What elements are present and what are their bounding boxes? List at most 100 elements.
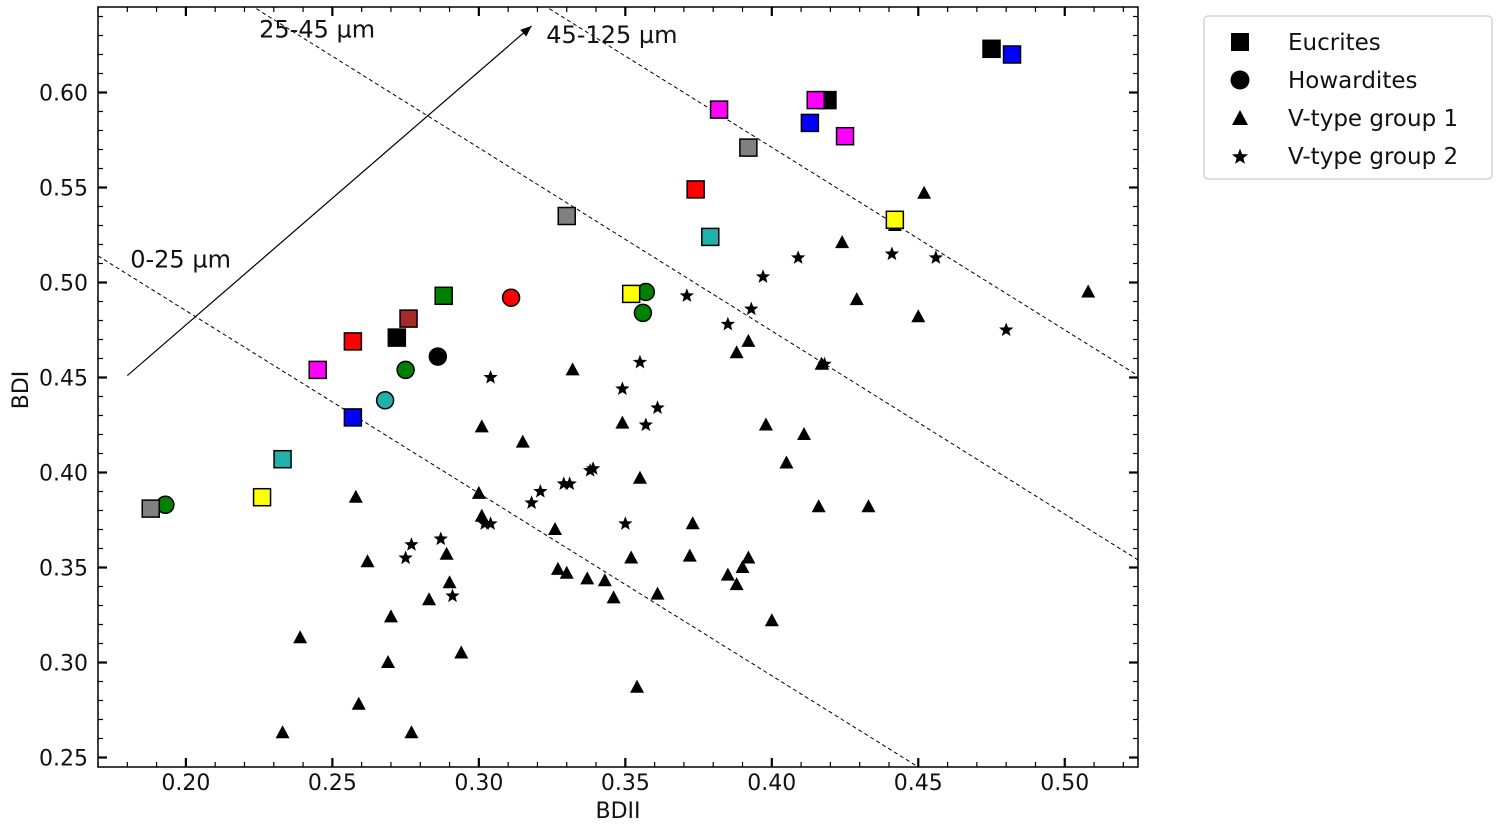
vtype-group1-point bbox=[797, 427, 812, 440]
vtype-group1-point bbox=[741, 550, 756, 564]
y-tick-label: 0.35 bbox=[39, 557, 88, 582]
vtype-group2-point bbox=[562, 476, 577, 490]
vtype-group1-point bbox=[351, 696, 366, 710]
eucrite-point bbox=[141, 499, 160, 518]
eucrite-point bbox=[273, 449, 292, 469]
legend-label: Howardites bbox=[1288, 68, 1417, 94]
vtype-group1-point bbox=[381, 655, 396, 668]
vtype-group1-point bbox=[861, 499, 876, 513]
vtype-group1-point bbox=[559, 565, 574, 579]
eucrite-point bbox=[343, 332, 363, 351]
vtype-group1-point bbox=[360, 554, 375, 568]
grain-size-boundaries bbox=[98, 7, 1138, 767]
y-tick-label: 0.45 bbox=[39, 367, 88, 392]
x-tick-label: 0.20 bbox=[161, 771, 210, 796]
vtype-group1-point bbox=[474, 419, 489, 433]
annotations: 0-25 µm 25-45 µm 45-125 µm bbox=[130, 15, 677, 273]
y-tick-label: 0.60 bbox=[39, 82, 88, 107]
y-tick-label: 0.55 bbox=[39, 177, 88, 202]
y-tick-label: 0.30 bbox=[39, 652, 88, 677]
vtype-group2-point bbox=[433, 531, 448, 546]
vtype-group2-point bbox=[791, 250, 806, 264]
vtype-group1-point bbox=[835, 235, 850, 249]
vtype-group1-point bbox=[779, 455, 794, 469]
vtype-group1-point bbox=[293, 630, 308, 644]
x-tick-label: 0.25 bbox=[308, 771, 357, 796]
howardite-point bbox=[501, 288, 521, 307]
howardite-point bbox=[428, 347, 448, 366]
legend-item-howardites: Howardites bbox=[1230, 68, 1417, 94]
vtype-group2-point bbox=[618, 516, 633, 530]
vtype-group2-point bbox=[999, 322, 1014, 337]
vtype-group1-point bbox=[548, 522, 563, 535]
vtype-group2-point bbox=[679, 288, 694, 302]
eucrite-point bbox=[709, 100, 729, 119]
legend-box bbox=[1203, 15, 1493, 180]
legend-item-vtype-group-1: V-type group 1 bbox=[1232, 106, 1458, 132]
eucrite-point bbox=[343, 408, 363, 427]
vtype-group1-point bbox=[471, 485, 486, 499]
vtype-group1-point bbox=[650, 586, 665, 600]
legend-label: Eucrites bbox=[1288, 30, 1381, 56]
howardite-point bbox=[396, 360, 415, 380]
legend-item-vtype-group-2: V-type group 2 bbox=[1231, 144, 1458, 170]
eucrite-point bbox=[800, 113, 820, 133]
eucrite-point bbox=[1002, 45, 1022, 64]
vtype-group2-point bbox=[720, 316, 735, 331]
vtype-group1-point bbox=[597, 573, 612, 587]
eucrite-point bbox=[387, 328, 407, 347]
vtype-group2-point bbox=[585, 461, 601, 475]
y-axis-label: BDI bbox=[9, 371, 34, 410]
x-tick-label: 0.45 bbox=[894, 771, 943, 796]
annotation-45-125: 45-125 µm bbox=[546, 21, 677, 49]
vtype-group1-point bbox=[911, 309, 926, 323]
eucrite-point bbox=[885, 210, 905, 230]
vtype-group1-point bbox=[764, 613, 779, 627]
vtype-group1-point bbox=[422, 592, 437, 606]
vtype-group2-point bbox=[884, 246, 900, 261]
vtype-group1-point bbox=[758, 417, 773, 431]
vtype-group2-point bbox=[445, 588, 460, 603]
x-axis-label: BDII bbox=[595, 799, 640, 824]
vtype-group1-point bbox=[811, 499, 826, 513]
vtype-group1-point bbox=[565, 362, 580, 376]
eucrite-point bbox=[835, 126, 855, 146]
x-tick-label: 0.30 bbox=[454, 771, 503, 796]
legend-square-icon bbox=[1231, 33, 1249, 51]
legend-star-icon bbox=[1231, 148, 1249, 164]
vtype-group2-point bbox=[615, 381, 630, 395]
vtype-group1-point bbox=[580, 571, 595, 585]
vtype-group1-point bbox=[682, 548, 697, 562]
eucrite-point bbox=[686, 180, 705, 199]
vtype-group2-point bbox=[404, 537, 419, 551]
vtype-group2-point bbox=[524, 495, 539, 509]
vtype-group2-point bbox=[755, 269, 771, 283]
vtype-group1-point bbox=[474, 508, 489, 522]
arrow-head-icon bbox=[520, 26, 532, 37]
vtype-group2-point bbox=[533, 484, 548, 498]
vtype-group1-point bbox=[624, 550, 639, 564]
eucrite-point bbox=[806, 90, 825, 110]
plot-frame bbox=[97, 6, 1139, 768]
vtype-group1-point bbox=[606, 590, 621, 604]
axis-ticks: 0.20 0.25 0.30 0.35 0.40 0.45 0.50 0.25 0.30 0.35… bbox=[39, 7, 1138, 796]
eucrite-point bbox=[621, 284, 641, 304]
vtype-group2-point bbox=[483, 516, 498, 530]
vtype-group1-point bbox=[729, 345, 744, 359]
vtype-group1-point bbox=[729, 577, 744, 591]
annotation-25-45: 25-45 µm bbox=[259, 15, 375, 43]
vtype-group1-point bbox=[849, 292, 864, 306]
boundary-line bbox=[98, 255, 919, 767]
vtype-group1-point bbox=[383, 609, 398, 623]
vtype-group1-point bbox=[1081, 284, 1096, 298]
vtype-group2-point bbox=[477, 516, 492, 530]
boundary-line bbox=[545, 7, 1138, 377]
boundary-line bbox=[252, 7, 1138, 561]
legend-triangle-icon bbox=[1232, 110, 1248, 125]
vtype-group2-point bbox=[483, 370, 498, 384]
vtype-group1-point bbox=[454, 645, 469, 659]
vtype-group2-point bbox=[817, 356, 832, 371]
vtype-group2-point bbox=[744, 301, 759, 316]
vtype-group2-point bbox=[638, 417, 653, 432]
